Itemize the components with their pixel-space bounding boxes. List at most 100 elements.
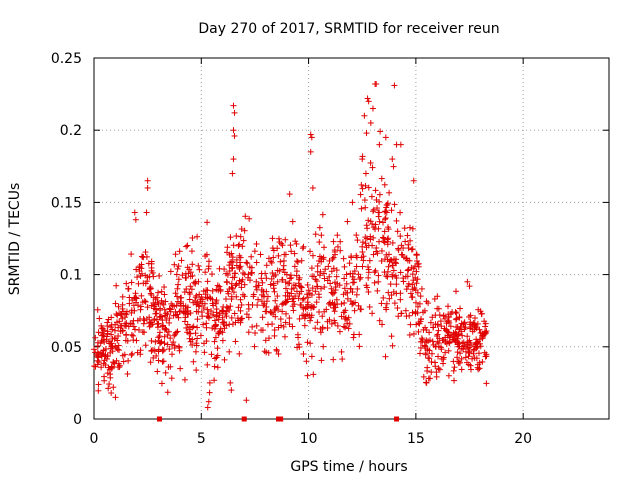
data-point [181,376,188,383]
data-point [416,320,423,327]
data-point [304,372,311,379]
data-point [211,317,218,324]
data-point [367,119,374,126]
data-point [187,309,194,316]
data-point [374,205,381,212]
data-point [231,132,238,139]
data-point [365,184,372,191]
data-point [155,337,162,344]
data-point [453,331,460,338]
data-point [178,257,185,264]
data-point [296,315,303,322]
data-point [152,338,159,345]
data-point [384,201,391,208]
data-point [137,347,144,354]
data-point [312,288,319,295]
data-point [405,266,412,273]
data-point [348,254,355,261]
data-point [160,358,167,365]
data-point [171,261,178,268]
data-point [237,296,244,303]
data-point [144,177,151,184]
data-point [229,321,236,328]
data-point [198,309,205,316]
data-point [365,263,372,270]
data-point [365,274,372,281]
data-point [232,338,239,345]
data-point [384,268,391,275]
data-point [260,288,267,295]
data-point [353,263,360,270]
data-point [193,308,200,315]
data-point [268,259,275,266]
data-point [157,313,164,320]
zero-value-point [394,416,400,422]
data-point [109,343,116,350]
data-point [290,285,297,292]
data-point [220,321,227,328]
data-point [370,251,377,258]
data-point [376,238,383,245]
data-point [415,260,422,267]
data-point [146,320,153,327]
data-point [304,304,311,311]
data-point [216,265,223,272]
data-point [340,255,347,262]
data-point [269,235,276,242]
data-point [274,293,281,300]
data-point [193,292,200,299]
data-point [483,380,490,387]
data-point [190,323,197,330]
data-point [243,397,250,404]
data-point [435,353,442,360]
data-point [197,332,204,339]
data-point [296,290,303,297]
data-point [328,320,335,327]
data-point [375,225,382,232]
data-point [248,264,255,271]
data-point [175,276,182,283]
data-point [94,353,101,360]
data-point [424,364,431,371]
data-point [387,281,394,288]
data-point [351,307,358,314]
data-point [411,285,418,292]
data-point [212,355,219,362]
data-point [243,259,250,266]
data-point [353,291,360,298]
data-point [174,285,181,292]
data-point [253,322,260,329]
data-point [324,318,331,325]
data-point [308,265,315,272]
data-point [467,312,474,319]
data-point [381,228,388,235]
data-point [344,295,351,302]
data-point [409,294,416,301]
data-point [369,242,376,249]
data-point [213,309,220,316]
data-point [209,311,216,318]
data-point [132,216,139,223]
data-point [393,274,400,281]
data-point [365,217,372,224]
data-point [230,289,237,296]
data-point [364,95,371,102]
data-point [251,343,258,350]
data-point [269,321,276,328]
data-point [445,372,452,379]
data-point [108,363,115,370]
data-point [376,198,383,205]
data-point [436,366,443,373]
data-point [115,364,122,371]
data-point [331,300,338,307]
data-point [217,325,224,332]
data-point [367,159,374,166]
data-point [414,303,421,310]
data-point [275,324,282,331]
data-point [216,328,223,335]
data-point [325,300,332,307]
data-point [482,323,489,330]
data-point [216,312,223,319]
data-point [131,295,138,302]
data-point [166,346,173,353]
